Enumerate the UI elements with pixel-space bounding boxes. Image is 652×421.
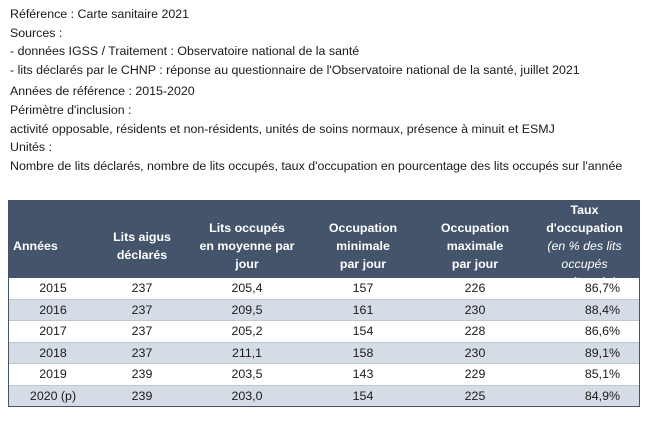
cell-max: 228	[464, 324, 486, 339]
cell-max: 229	[464, 367, 486, 382]
table-row: 2020 (p) 239 203,0 154 225 84,9%	[9, 384, 639, 406]
header-max-line1: Occupation	[440, 221, 510, 235]
units-text: Nombre de lits déclarés, nombre de lits …	[10, 158, 623, 173]
header-occupied-line3: jour	[235, 257, 259, 271]
cell-max: 230	[464, 302, 486, 317]
cell-min: 154	[352, 388, 374, 403]
table-row: 2015 237 205,4 157 226 86,7%	[9, 278, 639, 299]
scope-text: activité opposable, résidents et non-rés…	[10, 121, 555, 136]
header-rate: Taux d'occupation (en % des lits occupés…	[531, 201, 638, 291]
header-min: Occupation minimale par jour	[307, 219, 419, 273]
header-min-line2: minimale	[336, 239, 390, 253]
cell-max: 226	[464, 281, 486, 296]
cell-min: 161	[352, 302, 374, 317]
occupancy-table: Années Lits aigus déclarés Lits occupés …	[8, 200, 640, 407]
cell-beds: 237	[131, 345, 153, 360]
cell-beds: 237	[131, 281, 153, 296]
cell-year: 2016	[39, 302, 67, 317]
sources-label: Sources :	[10, 25, 63, 40]
header-min-line3: par jour	[339, 257, 387, 271]
notes-block: Référence : Carte sanitaire 2021 Sources…	[10, 5, 646, 175]
header-beds: Lits aigus déclarés	[97, 228, 187, 264]
cell-rate: 89,1%	[584, 345, 620, 360]
cell-beds: 237	[131, 324, 153, 339]
cell-occupied: 209,5	[231, 302, 263, 317]
table-row: 2018 237 211,1 158 230 89,1%	[9, 341, 639, 363]
cell-rate: 85,1%	[584, 367, 620, 382]
header-year: Années	[13, 239, 58, 253]
table-body: 2015 237 205,4 157 226 86,7% 2016 237 20…	[9, 278, 639, 406]
cell-min: 158	[352, 345, 374, 360]
cell-occupied: 203,5	[231, 367, 263, 382]
header-occupied: Lits occupés en moyenne par jour	[187, 219, 307, 273]
cell-beds: 237	[131, 302, 153, 317]
cell-occupied: 205,4	[231, 281, 263, 296]
cell-beds: 239	[131, 388, 153, 403]
table-row: 2016 237 209,5 161 230 88,4%	[9, 298, 639, 320]
header-beds-line2: déclarés	[116, 248, 168, 262]
cell-rate: 88,4%	[584, 302, 620, 317]
header-rate-line2: (en % des lits occupés	[547, 239, 622, 271]
cell-rate: 84,9%	[584, 388, 620, 403]
scope-label: Périmètre d'inclusion :	[10, 102, 132, 117]
cell-year: 2018	[39, 345, 67, 360]
cell-year: 2015	[39, 281, 67, 296]
header-occupied-line1: Lits occupés	[209, 221, 285, 235]
reference-text: Référence : Carte sanitaire 2021	[10, 7, 190, 21]
cell-rate: 86,6%	[584, 324, 620, 339]
header-max-line3: par jour	[451, 257, 499, 271]
cell-occupied: 211,1	[231, 345, 263, 360]
header-max-line2: maximale	[446, 239, 504, 253]
table-row: 2019 239 203,5 143 229 85,1%	[9, 363, 639, 385]
cell-year: 2020 (p)	[29, 388, 77, 403]
table-header: Années Lits aigus déclarés Lits occupés …	[9, 201, 639, 289]
units-label: Unités :	[10, 140, 53, 155]
table-row: 2017 237 205,2 154 228 86,6%	[9, 320, 639, 342]
header-occupied-line2: en moyenne par	[199, 239, 295, 253]
cell-max: 225	[464, 388, 486, 403]
cell-occupied: 203,0	[231, 388, 263, 403]
cell-min: 154	[352, 324, 374, 339]
source-item-1: - données IGSS / Traitement : Observatoi…	[10, 44, 360, 59]
cell-year: 2017	[39, 324, 67, 339]
header-beds-line1: Lits aigus	[113, 230, 171, 244]
cell-beds: 239	[131, 367, 153, 382]
header-max: Occupation maximale par jour	[419, 219, 531, 273]
source-item-2: - lits déclarés par le CHNP : réponse au…	[10, 62, 580, 77]
cell-rate: 86,7%	[584, 281, 620, 296]
header-rate-line1: Taux d'occupation	[546, 203, 623, 235]
reference-years: Années de référence : 2015-2020	[10, 84, 195, 99]
header-min-line1: Occupation	[328, 221, 398, 235]
cell-occupied: 205,2	[231, 324, 263, 339]
header-rate-line3: sur l'année)	[552, 275, 617, 289]
cell-min: 157	[352, 281, 374, 296]
cell-max: 230	[464, 345, 486, 360]
cell-min: 143	[352, 367, 374, 382]
cell-year: 2019	[39, 367, 67, 382]
